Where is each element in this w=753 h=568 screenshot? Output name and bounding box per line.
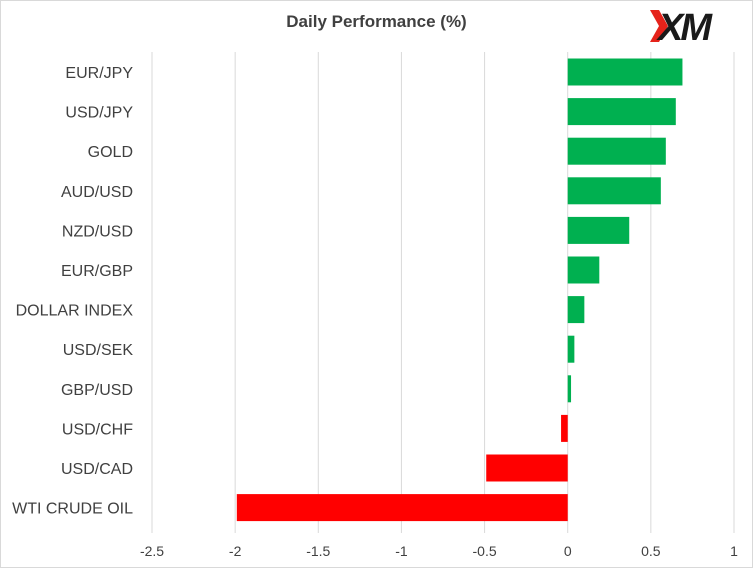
category-label: WTI CRUDE OIL [12, 501, 133, 518]
bar [567, 256, 600, 284]
category-label: AUD/USD [61, 184, 133, 201]
x-tick-label: 1 [730, 543, 738, 559]
category-label: GOLD [88, 144, 133, 161]
x-tick-label: 0 [564, 543, 572, 559]
bar [567, 98, 676, 126]
bar [486, 454, 568, 482]
category-label: EUR/JPY [65, 65, 133, 82]
xm-logo-text: XM [656, 7, 713, 46]
bar [567, 335, 575, 363]
category-label: EUR/GBP [61, 263, 133, 280]
category-label: USD/JPY [65, 105, 133, 122]
bar [567, 296, 585, 324]
x-tick-labels: -2.5 -2 -1.5 -1 -0.5 0 0.5 1 [140, 543, 738, 559]
category-label: USD/CHF [62, 421, 133, 438]
bar [567, 58, 683, 86]
chart-title: Daily Performance (%) [286, 12, 467, 31]
category-label: DOLLAR INDEX [16, 303, 134, 320]
grid-layer [151, 52, 735, 533]
category-label: NZD/USD [62, 223, 133, 240]
xm-logo: XM [650, 7, 716, 46]
bar [567, 137, 666, 165]
bar-layer [236, 58, 683, 522]
xm-logo-accent-icon [650, 10, 668, 42]
category-label: USD/CAD [61, 461, 133, 478]
x-tick-label: -1 [395, 543, 408, 559]
x-tick-label: -2.5 [140, 543, 164, 559]
category-label: USD/SEK [63, 342, 134, 359]
category-label: GBP/USD [61, 382, 133, 399]
bar [567, 375, 572, 403]
bar [567, 216, 630, 244]
bar [236, 494, 568, 522]
bar [561, 414, 568, 442]
x-tick-label: -1.5 [306, 543, 330, 559]
category-labels: EUR/JPY USD/JPY GOLD AUD/USD NZD/USD EUR/GBP D… [12, 65, 133, 518]
x-tick-label: -0.5 [473, 543, 497, 559]
x-tick-label: -2 [229, 543, 242, 559]
bar [567, 177, 661, 205]
x-tick-label: 0.5 [641, 543, 661, 559]
